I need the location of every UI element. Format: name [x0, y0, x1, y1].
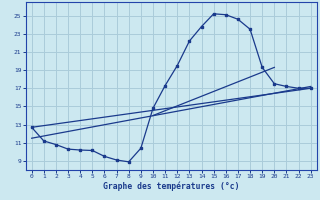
X-axis label: Graphe des températures (°c): Graphe des températures (°c) [103, 182, 239, 191]
